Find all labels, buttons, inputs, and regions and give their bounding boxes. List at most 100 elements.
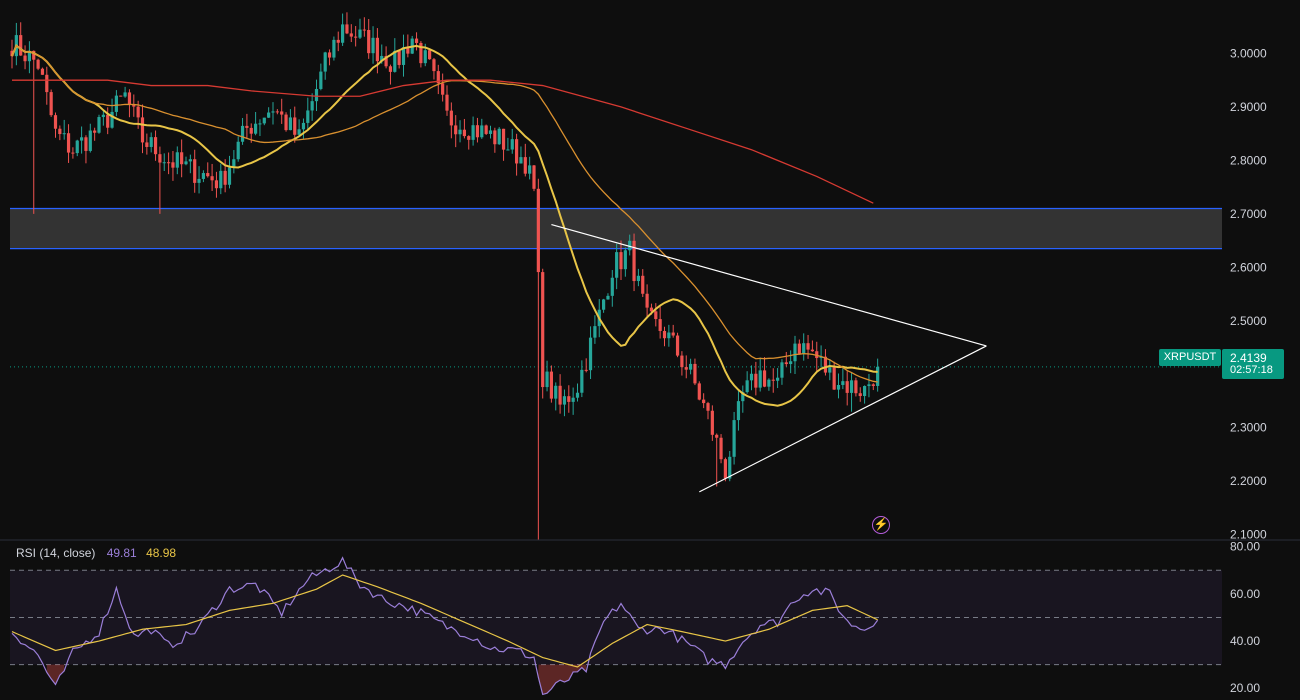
candle-body: [232, 159, 236, 168]
candle-body: [501, 128, 506, 150]
candle-body: [301, 122, 306, 130]
candle-body: [145, 142, 149, 147]
candle-body: [567, 396, 571, 402]
candle-body: [619, 252, 623, 270]
candle-body: [293, 117, 297, 135]
rsi-line: [11, 556, 879, 696]
candle-body: [545, 371, 549, 388]
candle-body: [254, 123, 258, 134]
candle-body: [367, 30, 371, 54]
rsi-tick-label: 80.00: [1230, 540, 1260, 554]
candle-body: [623, 250, 627, 270]
candle-body: [66, 133, 71, 153]
candle-body: [349, 33, 353, 37]
candle-body: [53, 115, 58, 129]
candle-body: [606, 295, 610, 300]
candle-body: [462, 129, 466, 137]
candle-body: [854, 380, 858, 394]
candle-body: [175, 152, 179, 168]
candle-body: [436, 71, 440, 84]
candle-body: [40, 68, 45, 75]
candle-body: [519, 157, 523, 164]
price-tick-label: 2.1000: [1230, 528, 1267, 542]
candle-body: [227, 167, 232, 185]
candle-body: [449, 110, 453, 126]
candle-body: [249, 127, 253, 134]
candle-body: [371, 37, 375, 54]
candle-body: [715, 434, 719, 438]
candle-body: [271, 111, 275, 113]
candle-body: [428, 50, 432, 60]
candle-body: [27, 50, 31, 62]
candle-body: [836, 384, 841, 390]
candle-body: [662, 330, 667, 339]
price-tick-label: 2.3000: [1230, 421, 1267, 435]
candle-body: [488, 130, 493, 134]
candle-body: [823, 356, 828, 373]
symbol-label: XRPUSDT: [1159, 349, 1221, 366]
candle-body: [497, 128, 501, 145]
price-tick-label: 2.5000: [1230, 314, 1267, 328]
candle-body: [845, 381, 849, 393]
moving-average-line: [11, 44, 878, 407]
candle-body: [188, 159, 192, 162]
candle-body: [580, 369, 584, 393]
last-price-tag: 2.4139 02:57:18: [1222, 349, 1284, 379]
candle-body: [201, 173, 205, 179]
moving-average-line: [11, 44, 878, 383]
candle-body: [675, 335, 680, 356]
candle-body: [793, 343, 797, 362]
candle-body: [10, 50, 14, 57]
candle-body: [310, 101, 314, 111]
candle-body: [219, 170, 223, 189]
candle-body: [689, 363, 693, 370]
candle-body: [723, 459, 727, 479]
candle-body: [210, 176, 214, 181]
candle-body: [780, 362, 784, 378]
candle-body: [654, 311, 658, 320]
candle-body: [628, 240, 632, 251]
candle-body: [867, 384, 871, 387]
candle-body: [245, 125, 249, 128]
candle-body: [19, 35, 23, 56]
candle-body: [406, 47, 410, 54]
candle-body: [162, 162, 166, 164]
candle-body: [615, 252, 619, 278]
candle-body: [549, 371, 553, 399]
candle-body: [180, 152, 184, 165]
lightning-icon[interactable]: ⚡: [872, 516, 890, 534]
candle-body: [693, 363, 697, 384]
candle-body: [23, 55, 27, 62]
candle-body: [223, 170, 227, 185]
candle-body: [101, 114, 105, 118]
candle-body: [167, 162, 171, 164]
candle-body: [815, 351, 819, 359]
candle-body: [454, 125, 458, 135]
candle-body: [784, 362, 788, 365]
candle-body: [214, 180, 219, 189]
candle-body: [445, 94, 449, 111]
price-tick-label: 2.9000: [1230, 100, 1267, 114]
candle-body: [136, 106, 140, 118]
candle-body: [771, 379, 775, 381]
candle-body: [71, 152, 75, 154]
candle-body: [667, 332, 671, 339]
candle-body: [510, 139, 514, 150]
candle-body: [206, 173, 210, 177]
candle-body: [719, 437, 723, 460]
candle-body: [84, 137, 88, 151]
rsi-pane: [10, 556, 1222, 696]
candle-body: [610, 277, 614, 296]
candle-body: [863, 386, 867, 397]
rsi-oversold-fill: [538, 664, 587, 695]
candle-body: [641, 275, 645, 294]
candle-body: [697, 383, 701, 400]
candle-body: [776, 377, 780, 381]
candle-body: [193, 159, 197, 183]
candle-body: [575, 392, 580, 398]
candle-body: [702, 399, 706, 404]
candle-body: [632, 240, 636, 282]
candle-body: [706, 403, 710, 411]
candle-body: [858, 393, 862, 397]
candle-body: [275, 111, 279, 113]
